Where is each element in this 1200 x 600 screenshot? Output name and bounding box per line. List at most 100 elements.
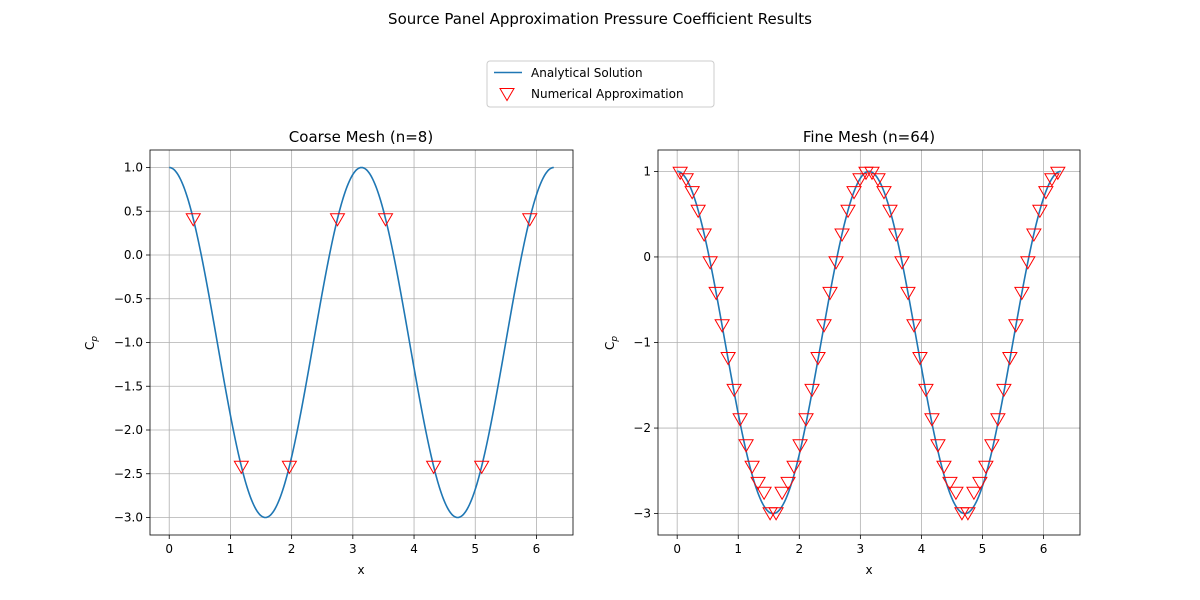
fine-x-tick-label: 2 xyxy=(795,542,803,556)
fine-numerical-point xyxy=(1049,166,1066,181)
fine-numerical-point xyxy=(834,228,850,242)
fine-y-tick-label: −3 xyxy=(633,507,651,521)
fine-numerical-point xyxy=(738,439,754,453)
fine-numerical-point xyxy=(798,413,814,427)
fine-numerical-point xyxy=(1002,352,1018,366)
fine-numerical-point xyxy=(804,383,820,398)
fine-numerical-point xyxy=(924,413,940,427)
fine-x-tick-label: 3 xyxy=(857,542,865,556)
coarse-x-tick-label: 4 xyxy=(410,542,418,556)
fine-y-tick-label: −2 xyxy=(633,421,651,435)
coarse-x-tick-label: 2 xyxy=(288,542,296,556)
fine-numerical-point xyxy=(996,383,1012,398)
coarse-y-tick-label: −2.0 xyxy=(114,423,143,437)
fine-numerical-point xyxy=(894,256,910,270)
fine-numerical-point xyxy=(726,383,742,398)
fine-numerical-point xyxy=(1008,319,1024,333)
coarse-numerical-point xyxy=(521,213,538,227)
coarse-numerical-point xyxy=(377,213,394,227)
coarse-y-tick-label: −2.5 xyxy=(114,467,143,481)
fine-y-tick-label: −1 xyxy=(633,336,651,350)
coarse-numerical-point xyxy=(473,460,490,475)
fine-numerical-point xyxy=(948,486,964,501)
fine-numerical-point xyxy=(984,439,1000,453)
fine-numerical-point xyxy=(990,413,1006,427)
fine-x-tick-label: 4 xyxy=(918,542,926,556)
fine-numerical-point xyxy=(978,460,994,475)
fine-panel-title: Fine Mesh (n=64) xyxy=(803,128,935,146)
fine-numerical-point xyxy=(828,256,844,270)
fine-numerical-point xyxy=(1019,256,1036,270)
fine-numerical-point xyxy=(678,173,695,187)
coarse-numerical-point xyxy=(185,213,202,227)
legend-label-numerical: Numerical Approximation xyxy=(531,87,684,101)
coarse-x-tick-label: 0 xyxy=(165,542,173,556)
fine-axes-frame xyxy=(657,149,1081,536)
fine-numerical-point xyxy=(1043,173,1060,187)
fine-numerical-point xyxy=(780,476,796,491)
fine-numerical-point xyxy=(972,476,988,491)
coarse-y-tick-label: −1.0 xyxy=(114,336,143,350)
fine-numerical-point xyxy=(888,228,904,242)
fine-numerical-point xyxy=(966,486,982,501)
coarse-panel-title: Coarse Mesh (n=8) xyxy=(289,128,433,146)
fine-numerical-point xyxy=(786,460,802,475)
fine-y-tick-label: 0 xyxy=(643,250,651,264)
fine-numerical-point xyxy=(672,166,689,181)
fine-numerical-point xyxy=(1014,286,1030,301)
fine-numerical-point xyxy=(840,204,856,219)
fine-numerical-point xyxy=(822,286,838,301)
fine-numerical-point xyxy=(768,507,784,521)
fine-numerical-point xyxy=(684,186,701,200)
fine-numerical-point xyxy=(792,439,808,453)
fine-numerical-point xyxy=(750,476,766,491)
fine-numerical-point xyxy=(714,319,731,333)
fine-numerical-point xyxy=(696,228,713,242)
fine-numerical-point xyxy=(1037,186,1054,200)
fine-numerical-point xyxy=(702,256,719,270)
fine-numerical-point xyxy=(936,460,952,475)
fine-numerical-point xyxy=(906,319,922,333)
fine-numerical-point xyxy=(810,352,826,366)
fine-x-tick-label: 6 xyxy=(1040,542,1048,556)
legend-label-analytical: Analytical Solution xyxy=(531,66,643,80)
fine-numerical-point xyxy=(816,319,832,333)
coarse-analytical-line xyxy=(169,166,554,519)
legend-frame xyxy=(486,60,715,108)
coarse-y-tick-label: 1.0 xyxy=(124,161,143,175)
coarse-numerical-point xyxy=(425,460,442,475)
fine-x-tick-label: 0 xyxy=(673,542,681,556)
fine-numerical-point xyxy=(708,286,725,301)
fine-x-tick-label: 1 xyxy=(734,542,742,556)
fine-numerical-point xyxy=(876,186,892,200)
coarse-grid xyxy=(150,150,573,535)
coarse-mesh-panel: Coarse Mesh (n=8) x Cp 0 1 2 3 4 5 61.00.50.0−… xyxy=(83,128,574,577)
fine-numerical-point xyxy=(930,439,946,453)
fine-numerical-point xyxy=(756,486,772,501)
fine-mesh-panel: Fine Mesh (n=64) x Cp 0 1 2 3 4 5 610−1−2−3 xyxy=(603,128,1081,577)
fine-numerical-point xyxy=(864,166,880,181)
fine-numerical-point xyxy=(720,352,737,366)
fine-numerical-point xyxy=(912,352,928,366)
figure-title: Source Panel Approximation Pressure Coef… xyxy=(388,10,812,28)
fine-numerical-point xyxy=(942,476,958,491)
fine-numerical-point xyxy=(1025,228,1042,242)
coarse-x-tick-label: 1 xyxy=(227,542,235,556)
coarse-y-tick-label: −0.5 xyxy=(114,292,143,306)
fine-analytical-line xyxy=(677,170,1061,515)
coarse-numerical-point xyxy=(329,213,346,227)
coarse-x-tick-label: 5 xyxy=(471,542,479,556)
coarse-y-tick-label: −3.0 xyxy=(114,511,143,525)
coarse-x-tick-label: 3 xyxy=(349,542,357,556)
coarse-y-tick-label: −1.5 xyxy=(114,379,143,393)
coarse-x-axis-label: x xyxy=(357,563,364,577)
coarse-numerical-point xyxy=(281,460,298,475)
fine-x-tick-label: 5 xyxy=(979,542,987,556)
coarse-x-tick-label: 6 xyxy=(533,542,541,556)
fine-numerical-point xyxy=(1031,204,1048,219)
fine-numerical-point xyxy=(870,173,886,187)
fine-numerical-point xyxy=(690,204,707,219)
fine-y-tick-label: 1 xyxy=(643,164,651,178)
fine-x-axis-label: x xyxy=(865,563,872,577)
